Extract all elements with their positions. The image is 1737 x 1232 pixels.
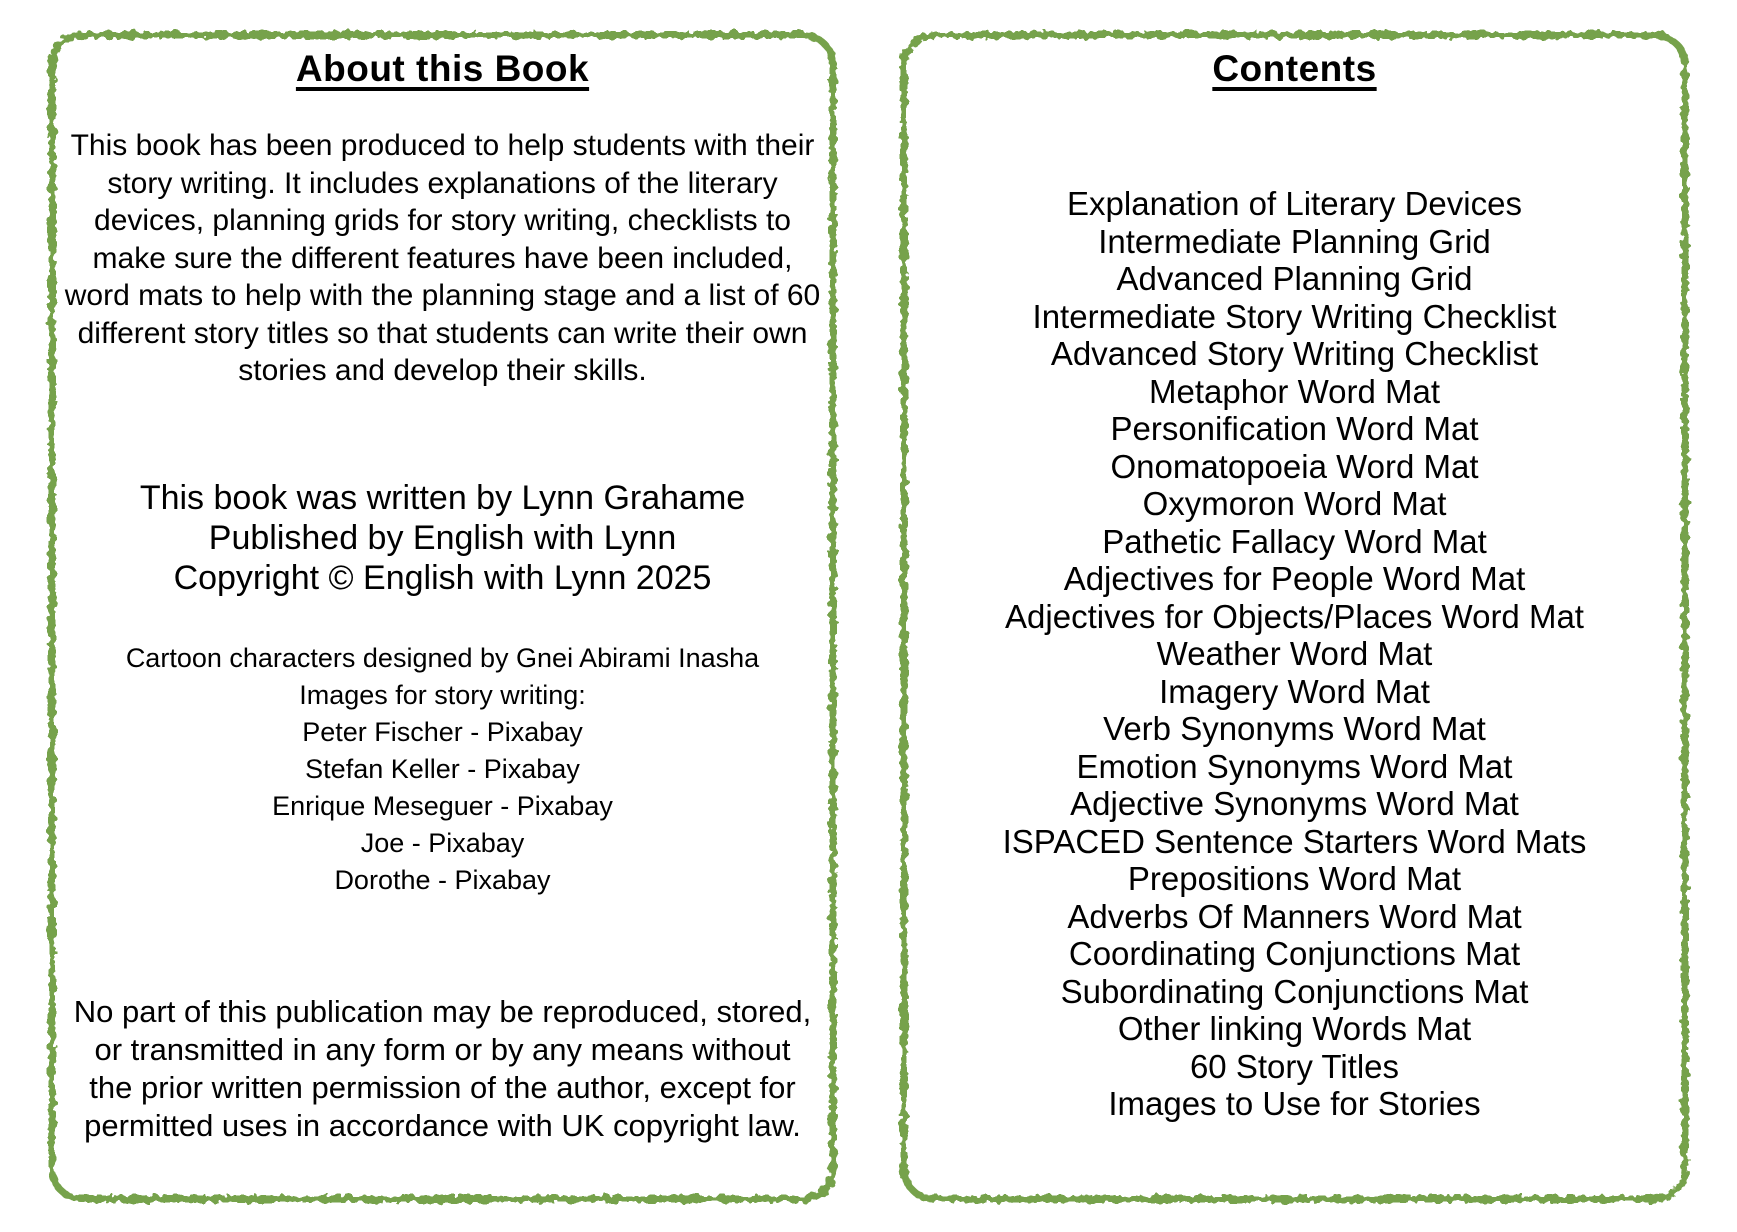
contents-entry: Adjectives for People Word Mat [1063, 560, 1526, 597]
credit-line: Images for story writing: [299, 680, 586, 710]
contents-list: Explanation of Literary Devices Intermedi… [907, 185, 1682, 1123]
contents-entry: Advanced Story Writing Checklist [1050, 335, 1539, 372]
publication-line: Published by English with Lynn [208, 519, 677, 557]
about-title: About this Book [295, 48, 590, 89]
contents-title: Contents [1212, 48, 1377, 89]
about-intro-paragraph: This book has been produced to help stud… [64, 129, 821, 387]
credit-line: Enrique Meseguer - Pixabay [272, 791, 613, 821]
contents-entry: Prepositions Word Mat [1127, 860, 1462, 897]
contents-entry: Images to Use for Stories [1108, 1085, 1481, 1122]
credit-line: Dorothe - Pixabay [334, 865, 551, 895]
publication-line: Copyright © English with Lynn 2025 [173, 559, 712, 597]
contents-entry: Adjectives for Objects/Places Word Mat [1005, 597, 1584, 635]
publication-line: This book was written by Lynn Grahame [139, 479, 746, 517]
contents-entry: Coordinating Conjunctions Mat [1068, 935, 1521, 972]
copyright-notice: No part of this publication may be repro… [73, 994, 812, 1143]
about-page: About this Book This book has been produ… [45, 28, 840, 1206]
image-credits: Cartoon characters designed by Gnei Abir… [55, 640, 830, 899]
contents-entry: Verb Synonyms Word Mat [1103, 710, 1486, 747]
contents-entry: Intermediate Story Writing Checklist [1032, 297, 1557, 335]
contents-entry: Explanation of Literary Devices [1067, 185, 1522, 222]
contents-entry: Adverbs Of Manners Word Mat [1067, 897, 1522, 935]
credit-line: Stefan Keller - Pixabay [305, 754, 580, 784]
contents-entry: ISPACED Sentence Starters Word Mats [1002, 822, 1587, 860]
contents-entry: Imagery Word Mat [1159, 672, 1430, 710]
contents-entry: Other linking Words Mat [1117, 1010, 1472, 1047]
credit-line: Joe - Pixabay [360, 828, 525, 858]
contents-entry: Metaphor Word Mat [1148, 372, 1440, 410]
credit-line: Cartoon characters designed by Gnei Abir… [125, 643, 760, 673]
contents-entry: Onomatopoeia Word Mat [1110, 447, 1479, 485]
publication-info: This book was written by Lynn Grahame Pub… [55, 478, 830, 598]
contents-entry: Subordinating Conjunctions Mat [1060, 972, 1529, 1010]
contents-entry: Advanced Planning Grid [1116, 260, 1473, 297]
contents-entry: Personification Word Mat [1110, 410, 1479, 447]
contents-entry: Oxymoron Word Mat [1142, 485, 1447, 522]
contents-entry: Pathetic Fallacy Word Mat [1102, 522, 1487, 560]
contents-entry: 60 Story Titles [1189, 1047, 1400, 1085]
contents-entry: Adjective Synonyms Word Mat [1070, 785, 1519, 822]
contents-page: Contents Explanation of Literary Devices… [897, 28, 1692, 1206]
contents-entry: Intermediate Planning Grid [1098, 222, 1491, 260]
credit-line: Peter Fischer - Pixabay [302, 717, 583, 747]
contents-entry: Emotion Synonyms Word Mat [1076, 747, 1513, 785]
contents-entry: Weather Word Mat [1156, 635, 1433, 672]
